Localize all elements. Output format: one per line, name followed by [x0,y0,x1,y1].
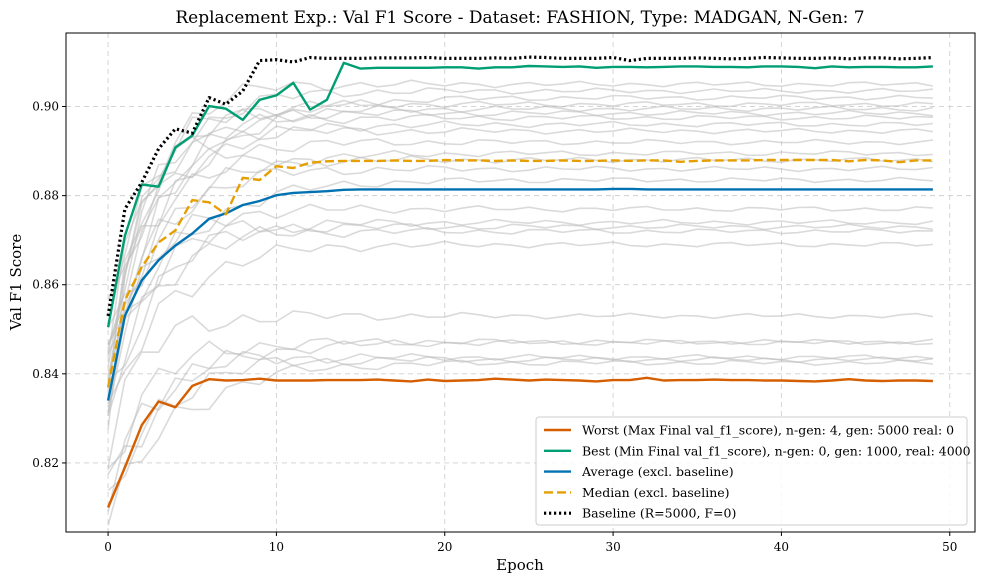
background-run-line [107,87,933,349]
y-tick-label: 0.86 [32,278,59,292]
background-run-line [107,99,933,382]
background-run-line [107,120,933,301]
worst-series-line [106,376,933,508]
background-run-line [107,225,933,417]
y-tick-label: 0.84 [32,367,59,381]
y-tick-label: 0.88 [32,189,59,203]
median-series-line [106,158,933,388]
x-tick-label: 20 [437,540,452,554]
background-run-line [107,104,934,355]
background-run-line [107,164,933,346]
average-series-line [106,187,933,401]
best-series-line [106,61,933,328]
x-tick-label: 50 [942,540,957,554]
x-axis-title: Epoch [496,556,544,574]
y-axis-title: Val F1 Score [7,234,25,332]
background-run-line [107,138,934,345]
x-axis-ticks: 0 10 20 30 40 50 [104,532,957,554]
legend-label-average: Average (excl. baseline) [581,464,734,479]
y-axis-ticks: 0.82 0.84 0.86 0.88 0.90 [32,100,66,470]
x-tick-label: 40 [774,540,789,554]
background-run-line [107,355,934,492]
background-run-line [107,240,933,404]
background-run-line [107,94,933,385]
y-tick-label: 0.90 [32,100,59,114]
background-run-line [107,149,933,329]
background-run-line [107,310,934,468]
legend-label-worst: Worst (Max Final val_f1_score), n-gen: 4… [582,423,954,438]
legend: Worst (Max Final val_f1_score), n-gen: 4… [535,416,971,526]
baseline-series-line [106,55,933,317]
background-run-line [107,218,934,381]
legend-label-baseline: Baseline (R=5000, F=0) [582,506,736,521]
legend-label-median: Median (excl. baseline) [582,485,730,500]
background-runs [107,79,934,526]
background-run-line [107,219,934,413]
background-run-line [107,113,933,324]
x-tick-label: 30 [605,540,620,554]
plot-frame [65,32,976,533]
x-tick-label: 10 [269,540,284,554]
x-tick-label: 0 [104,540,112,554]
background-run-line [107,126,934,357]
background-run-line [107,203,933,413]
background-run-line [107,337,934,470]
legend-box [535,416,968,526]
chart-title: Replacement Exp.: Val F1 Score - Dataset… [175,8,864,28]
series-lines [106,55,933,508]
y-tick-label: 0.82 [32,456,59,470]
legend-label-best: Best (Min Final val_f1_score), n-gen: 0,… [582,443,971,458]
